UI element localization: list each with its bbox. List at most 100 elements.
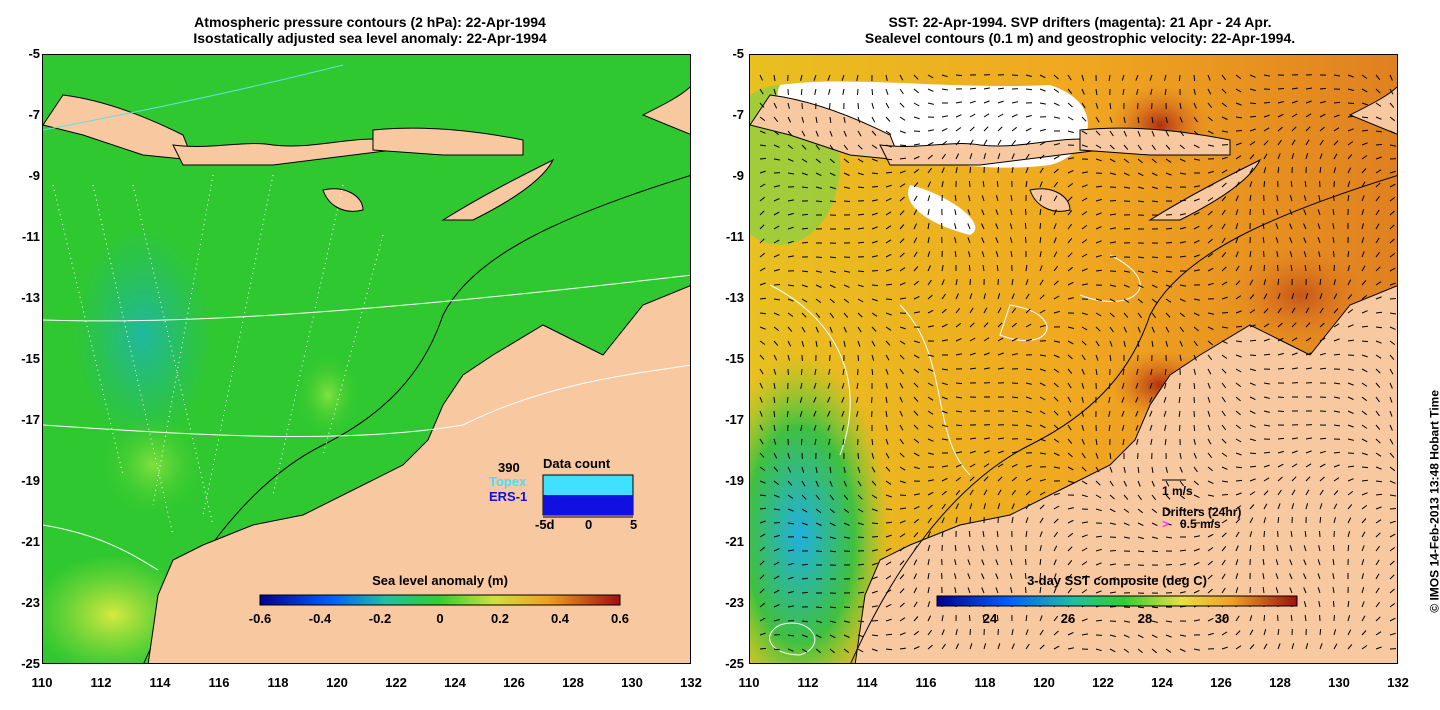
velocity-arrow [1053, 340, 1061, 343]
velocity-arrow [955, 322, 962, 328]
velocity-arrow [1221, 573, 1226, 580]
velocity-arrow [827, 410, 831, 417]
velocity-arrow [913, 195, 918, 202]
velocity-arrow [1109, 494, 1115, 500]
velocity-arrow [815, 200, 823, 203]
velocity-arrow [1305, 476, 1311, 482]
velocity-arrow [954, 195, 957, 202]
velocity-arrow [899, 282, 906, 286]
velocity-arrow [913, 74, 919, 80]
velocity-arrow [787, 326, 793, 332]
velocity-arrow [1193, 561, 1200, 566]
velocity-arrow [967, 223, 971, 230]
velocity-arrow [1263, 353, 1271, 356]
velocity-arrow [1109, 508, 1116, 513]
velocity-arrow [871, 438, 874, 446]
velocity-arrow [899, 238, 905, 244]
velocity-arrow [871, 102, 875, 109]
velocity-arrow [787, 549, 794, 552]
velocity-arrow [997, 437, 1004, 440]
velocity-arrow [1347, 396, 1354, 400]
velocity-arrow [1151, 508, 1158, 514]
velocity-arrow [773, 239, 780, 244]
velocity-arrow [927, 531, 931, 538]
velocity-arrow [1277, 396, 1285, 398]
velocity-arrow [1361, 74, 1368, 79]
velocity-arrow [1333, 293, 1338, 300]
velocity-arrow [1109, 200, 1117, 202]
velocity-arrow [871, 199, 878, 202]
velocity-arrow [1039, 478, 1046, 482]
velocity-arrow [1305, 100, 1312, 104]
velocity-arrow [1277, 437, 1285, 440]
velocity-arrow [1109, 606, 1117, 608]
velocity-arrow [1081, 224, 1088, 230]
velocity-arrow [1067, 196, 1073, 202]
velocity-arrow [801, 620, 808, 623]
velocity-arrow [1291, 450, 1298, 454]
velocity-arrow [1333, 517, 1336, 524]
velocity-arrow [1319, 437, 1327, 440]
velocity-arrow [1193, 340, 1198, 347]
velocity-arrow [995, 251, 999, 258]
velocity-arrow [1179, 199, 1186, 202]
velocity-arrow [1151, 312, 1157, 319]
velocity-arrow [773, 424, 776, 431]
velocity-arrow [981, 559, 985, 566]
velocity-arrow [941, 531, 944, 538]
velocity-arrow [1277, 167, 1280, 174]
velocity-arrow [773, 452, 778, 459]
velocity-arrow [800, 438, 803, 446]
velocity-arrow [1347, 478, 1354, 482]
velocity-arrow [1095, 298, 1102, 302]
velocity-arrow [1319, 293, 1323, 300]
velocity-arrow [1361, 155, 1368, 160]
velocity-arrow [871, 130, 877, 136]
velocity-arrow [773, 254, 780, 258]
velocity-arrow [1221, 169, 1228, 174]
velocity-arrow [871, 186, 879, 188]
velocity-arrow [1375, 311, 1383, 314]
velocity-arrow [927, 294, 933, 300]
velocity-arrow [1081, 561, 1088, 566]
velocity-arrow [1009, 559, 1013, 566]
velocity-arrow [1137, 494, 1143, 501]
velocity-arrow [1235, 116, 1242, 119]
velocity-arrow [1109, 116, 1113, 123]
velocity-arrow [871, 270, 879, 272]
velocity-arrow [1067, 559, 1073, 566]
velocity-arrow [983, 113, 990, 118]
velocity-arrow [1095, 185, 1103, 188]
velocity-arrow [1081, 368, 1085, 375]
velocity-arrow [941, 490, 947, 496]
velocity-arrow [1263, 517, 1267, 524]
velocity-arrow [1332, 587, 1335, 594]
velocity-arrow [913, 532, 919, 538]
velocity-arrow [843, 312, 849, 318]
velocity-arrow [813, 382, 817, 389]
velocity-arrow [955, 166, 958, 174]
velocity-arrow [1361, 545, 1365, 552]
velocity-arrow [1207, 466, 1213, 472]
velocity-arrow [1263, 643, 1268, 650]
velocity-arrow [801, 130, 806, 137]
velocity-arrow [927, 141, 934, 146]
velocity-arrow [1011, 114, 1018, 118]
velocity-arrow [899, 196, 905, 202]
velocity-arrow [1081, 382, 1085, 389]
velocity-arrow [1221, 74, 1227, 81]
velocity-arrow [1122, 368, 1125, 375]
velocity-arrow [1289, 545, 1293, 552]
velocity-arrow [1193, 424, 1196, 432]
y-tick: -7 [732, 107, 744, 122]
velocity-arrow [1137, 284, 1144, 289]
velocity-arrow [759, 196, 766, 202]
velocity-arrow [899, 632, 906, 636]
velocity-arrow [1221, 312, 1229, 314]
velocity-arrow [1067, 130, 1074, 134]
velocity-arrow [1277, 307, 1282, 314]
velocity-arrow [885, 382, 888, 389]
velocity-arrow [1053, 155, 1060, 160]
velocity-arrow [1067, 410, 1072, 417]
velocity-arrow [843, 508, 850, 514]
